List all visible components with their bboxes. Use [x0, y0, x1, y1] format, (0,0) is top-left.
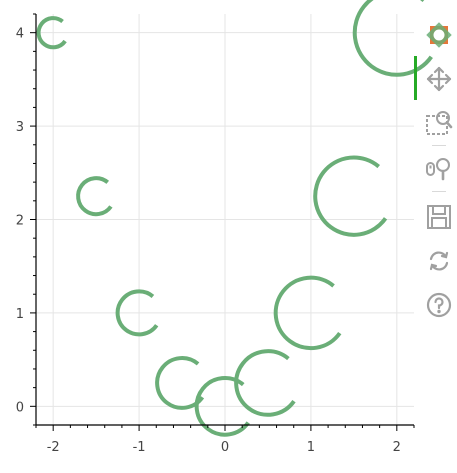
- arc-glyph-0: [36, 16, 67, 50]
- x-tick-label: 1: [307, 440, 315, 455]
- x-tick-label: 2: [393, 440, 401, 455]
- arc-glyph-1: [76, 176, 113, 217]
- y-tick-label: 4: [16, 27, 24, 42]
- pan-icon[interactable]: [424, 64, 454, 94]
- arc-glyph-5: [234, 349, 296, 417]
- grid-lines: [36, 14, 414, 425]
- y-tick-label: 0: [16, 400, 24, 415]
- toolbar: [414, 14, 457, 334]
- help-icon[interactable]: [424, 290, 454, 320]
- y-axis-ticks: 0 1 2 3 4: [16, 13, 36, 426]
- x-tick-label: -1: [133, 440, 146, 455]
- arc-glyph-6: [273, 275, 342, 351]
- y-tick-label: 2: [16, 214, 24, 229]
- axes: -2 -1 0 1 2 0 1 2 3 4: [16, 13, 415, 455]
- bokeh-logo-icon: [424, 20, 454, 50]
- wheel-zoom-icon[interactable]: [424, 154, 454, 184]
- y-tick-label: 3: [16, 120, 24, 135]
- arc-glyph-4: [194, 376, 250, 437]
- arc-glyph-8: [352, 0, 433, 77]
- toolbar-divider: [432, 191, 446, 192]
- x-axis-ticks: -2 -1 0 1 2: [35, 425, 415, 455]
- x-tick-label: 0: [221, 440, 229, 455]
- reset-icon[interactable]: [424, 246, 454, 276]
- y-tick-label: 1: [16, 307, 24, 322]
- toolbar-divider: [432, 145, 446, 146]
- arc-glyph-7: [313, 155, 388, 237]
- x-tick-label: -2: [47, 440, 60, 455]
- box-zoom-icon[interactable]: [424, 108, 454, 138]
- save-icon[interactable]: [424, 202, 454, 232]
- arc-glyph-2: [115, 289, 159, 337]
- active-tool-indicator: [414, 56, 417, 100]
- arc-glyph-3: [155, 356, 205, 410]
- arc-glyphs: [36, 0, 433, 437]
